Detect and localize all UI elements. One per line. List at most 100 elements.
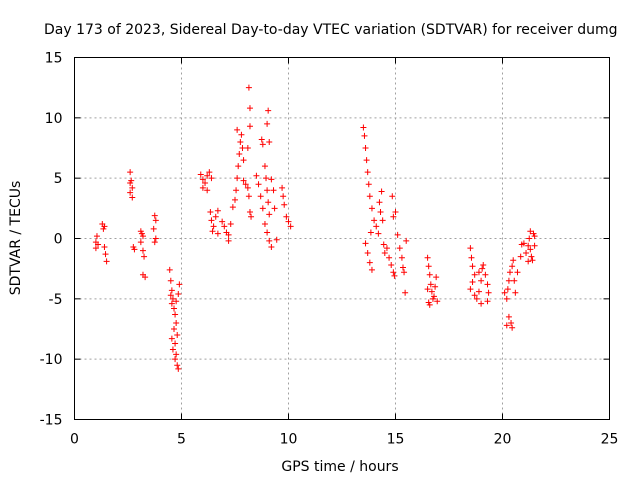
data-point [103, 258, 110, 265]
data-point [523, 249, 530, 256]
data-point [469, 278, 476, 285]
data-point [396, 245, 403, 252]
data-point [239, 145, 246, 151]
data-point [383, 245, 390, 252]
data-point [173, 298, 180, 305]
data-point [471, 292, 478, 299]
data-point [426, 271, 433, 278]
data-point [197, 171, 204, 178]
data-point [386, 254, 393, 261]
data-point [401, 269, 408, 276]
y-tick-label: -5 [49, 292, 63, 308]
chart-title: Day 173 of 2023, Sidereal Day-to-day VTE… [44, 22, 618, 38]
data-point [232, 196, 238, 203]
data-points [92, 84, 538, 372]
data-point [433, 274, 440, 281]
data-point [237, 138, 244, 145]
data-point [371, 217, 378, 224]
data-point [210, 223, 217, 230]
data-point [129, 184, 136, 191]
data-point [360, 124, 367, 131]
data-point [265, 107, 272, 114]
data-point [174, 362, 181, 369]
data-point [169, 346, 176, 353]
data-point [398, 254, 405, 261]
data-point [152, 217, 159, 224]
data-point [257, 193, 264, 200]
y-axis-title: SDTVAR / TECUs [8, 181, 24, 296]
data-point [528, 253, 535, 260]
data-point [525, 258, 532, 265]
data-point [425, 299, 432, 306]
data-point [392, 208, 399, 215]
data-point [246, 123, 253, 130]
y-tick-labels: -15 -10 -5 0 5 10 15 [40, 51, 63, 429]
data-point [207, 208, 214, 215]
data-point [234, 126, 241, 133]
data-point [364, 169, 371, 176]
data-point [403, 237, 410, 244]
data-point [166, 266, 173, 273]
data-point [171, 326, 178, 332]
data-point [399, 264, 406, 271]
data-point [174, 332, 181, 339]
data-point [505, 313, 512, 320]
data-point [389, 193, 396, 200]
data-point [506, 269, 513, 276]
data-point [527, 228, 534, 235]
y-tick-label: 5 [54, 171, 63, 187]
plot-frame [74, 57, 610, 420]
data-point [101, 243, 108, 250]
data-point [234, 175, 241, 182]
data-point [261, 221, 268, 228]
data-point [363, 157, 370, 164]
data-point [264, 187, 271, 194]
data-point [361, 132, 368, 139]
data-point [238, 131, 245, 138]
data-point [208, 217, 215, 224]
data-point [362, 240, 369, 247]
data-point [287, 223, 294, 230]
x-tick-label: 25 [601, 432, 619, 448]
data-point [367, 229, 374, 236]
data-point [240, 177, 247, 184]
data-point [142, 274, 149, 281]
data-point [467, 286, 474, 293]
data-point [511, 277, 518, 284]
data-point [362, 145, 369, 151]
data-point [233, 187, 240, 194]
data-point [173, 319, 180, 326]
data-point [510, 257, 517, 264]
data-point [508, 319, 515, 326]
data-point [280, 193, 287, 200]
data-point [152, 235, 159, 242]
data-point [175, 291, 182, 298]
data-point [212, 213, 219, 220]
data-point [236, 151, 243, 158]
data-point [478, 300, 485, 307]
data-point [202, 179, 209, 186]
data-point [206, 169, 213, 176]
data-point [253, 172, 260, 179]
data-point [263, 175, 270, 182]
data-point [503, 322, 510, 329]
data-point [151, 239, 158, 246]
data-point [151, 212, 158, 219]
data-point [471, 271, 478, 278]
data-point [101, 223, 108, 230]
data-point [504, 286, 511, 293]
data-point [484, 281, 491, 288]
data-point [167, 292, 174, 299]
data-point [214, 207, 221, 214]
x-axis-title: GPS time / hours [281, 459, 398, 475]
data-point [479, 265, 486, 272]
data-point [92, 245, 99, 252]
data-point [221, 223, 228, 230]
data-point [279, 184, 286, 191]
data-point [475, 288, 482, 295]
data-point [219, 218, 226, 225]
data-point [379, 217, 386, 224]
data-point [377, 208, 384, 215]
data-point [137, 239, 144, 246]
data-point [246, 105, 253, 112]
